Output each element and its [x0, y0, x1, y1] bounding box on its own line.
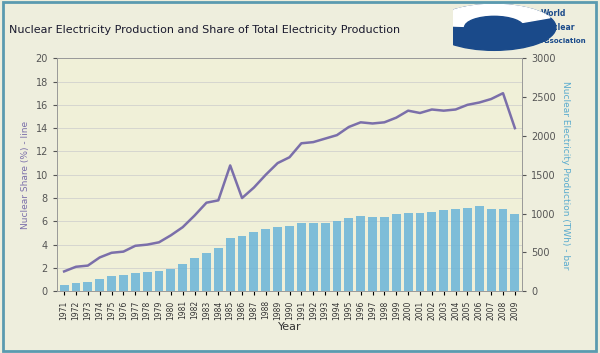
Bar: [95, 279, 104, 291]
Bar: [107, 276, 116, 291]
Bar: [344, 219, 353, 291]
Bar: [392, 215, 401, 291]
Bar: [451, 209, 460, 291]
Bar: [202, 252, 211, 291]
Bar: [404, 213, 413, 291]
Bar: [143, 272, 152, 291]
Bar: [332, 221, 341, 291]
Bar: [166, 269, 175, 291]
Bar: [380, 217, 389, 291]
Bar: [309, 223, 317, 291]
Bar: [178, 264, 187, 291]
Wedge shape: [433, 4, 550, 28]
Bar: [214, 248, 223, 291]
Bar: [368, 217, 377, 291]
Bar: [487, 209, 496, 291]
Text: Nuclear: Nuclear: [541, 23, 575, 32]
Bar: [356, 216, 365, 291]
Bar: [155, 271, 163, 291]
Bar: [71, 283, 80, 291]
Bar: [131, 273, 140, 291]
Bar: [427, 212, 436, 291]
Text: World: World: [541, 9, 566, 18]
Bar: [285, 226, 294, 291]
Circle shape: [464, 16, 524, 38]
Bar: [416, 213, 424, 291]
Bar: [238, 236, 247, 291]
Bar: [250, 232, 259, 291]
Y-axis label: Nuclear Share (%) - line: Nuclear Share (%) - line: [21, 121, 30, 229]
Bar: [59, 285, 68, 291]
Bar: [262, 229, 270, 291]
Bar: [190, 258, 199, 291]
Bar: [463, 208, 472, 291]
Bar: [273, 227, 282, 291]
X-axis label: Year: Year: [278, 322, 301, 333]
Bar: [83, 282, 92, 291]
Circle shape: [433, 4, 556, 50]
Bar: [511, 214, 520, 291]
Bar: [119, 275, 128, 291]
Bar: [439, 210, 448, 291]
Bar: [475, 207, 484, 291]
Text: Nuclear Electricity Production and Share of Total Electricity Production: Nuclear Electricity Production and Share…: [9, 25, 400, 35]
Bar: [297, 223, 306, 291]
Text: Association: Association: [541, 38, 587, 44]
Y-axis label: Nuclear Electricity Production (TWh) - bar: Nuclear Electricity Production (TWh) - b…: [562, 80, 571, 269]
Bar: [499, 209, 508, 291]
Bar: [320, 223, 329, 291]
Bar: [226, 238, 235, 291]
